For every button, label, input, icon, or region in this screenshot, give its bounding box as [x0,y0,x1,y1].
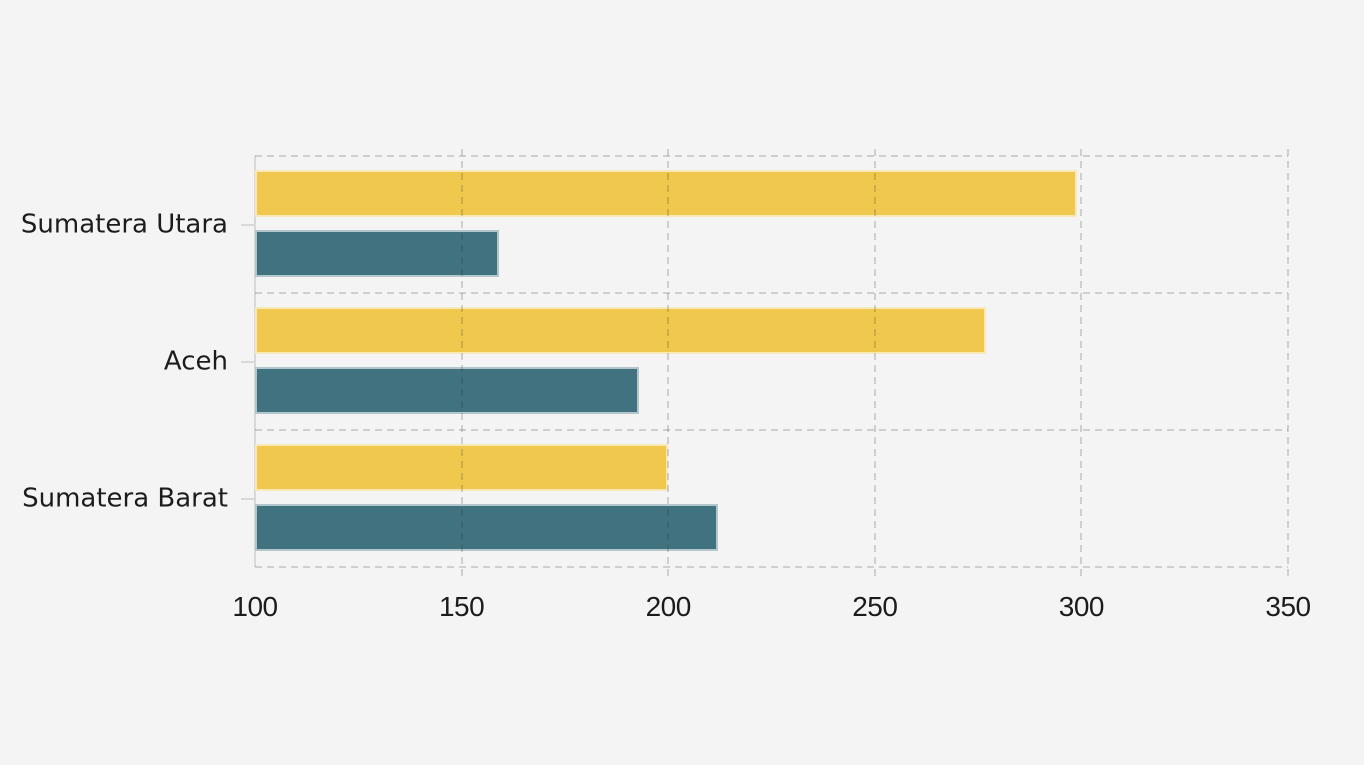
bar-sumatera-barat-yellow [255,444,669,491]
gridline-horizontal [255,429,1288,431]
plot-bottom-border [255,566,1288,568]
gridline-x-150 [460,149,463,577]
bar-aceh-teal [255,366,640,414]
x-tick-label-300: 300 [1058,591,1105,622]
x-tick-label-200: 200 [645,591,692,622]
y-tick-aceh [241,360,254,363]
gridline-x-200 [667,149,670,577]
gridline-horizontal [255,292,1288,294]
y-axis-spine [254,156,256,567]
y-tick-sumatera-utara [241,223,254,226]
gridline-x-250 [873,149,876,577]
y-tick-sumatera-barat [241,497,254,500]
bar-sumatera-barat-teal [255,503,718,551]
gridline-x-350 [1287,149,1289,577]
y-tick-label-aceh: Aceh [163,346,228,377]
y-tick-label-sumatera-utara: Sumatera Utara [20,209,228,240]
x-tick-label-150: 150 [438,591,485,622]
bar-sumatera-utara-teal [255,229,499,277]
x-tick-label-350: 350 [1265,591,1311,622]
gridline-x-300 [1080,149,1083,577]
y-tick-label-sumatera-barat: Sumatera Barat [22,483,228,514]
plot-top-border [255,155,1288,157]
bar-sumatera-utara-yellow [255,170,1078,217]
x-tick-label-250: 250 [852,591,898,622]
x-tick-label-100: 100 [232,591,278,622]
bar-aceh-yellow [255,307,987,354]
